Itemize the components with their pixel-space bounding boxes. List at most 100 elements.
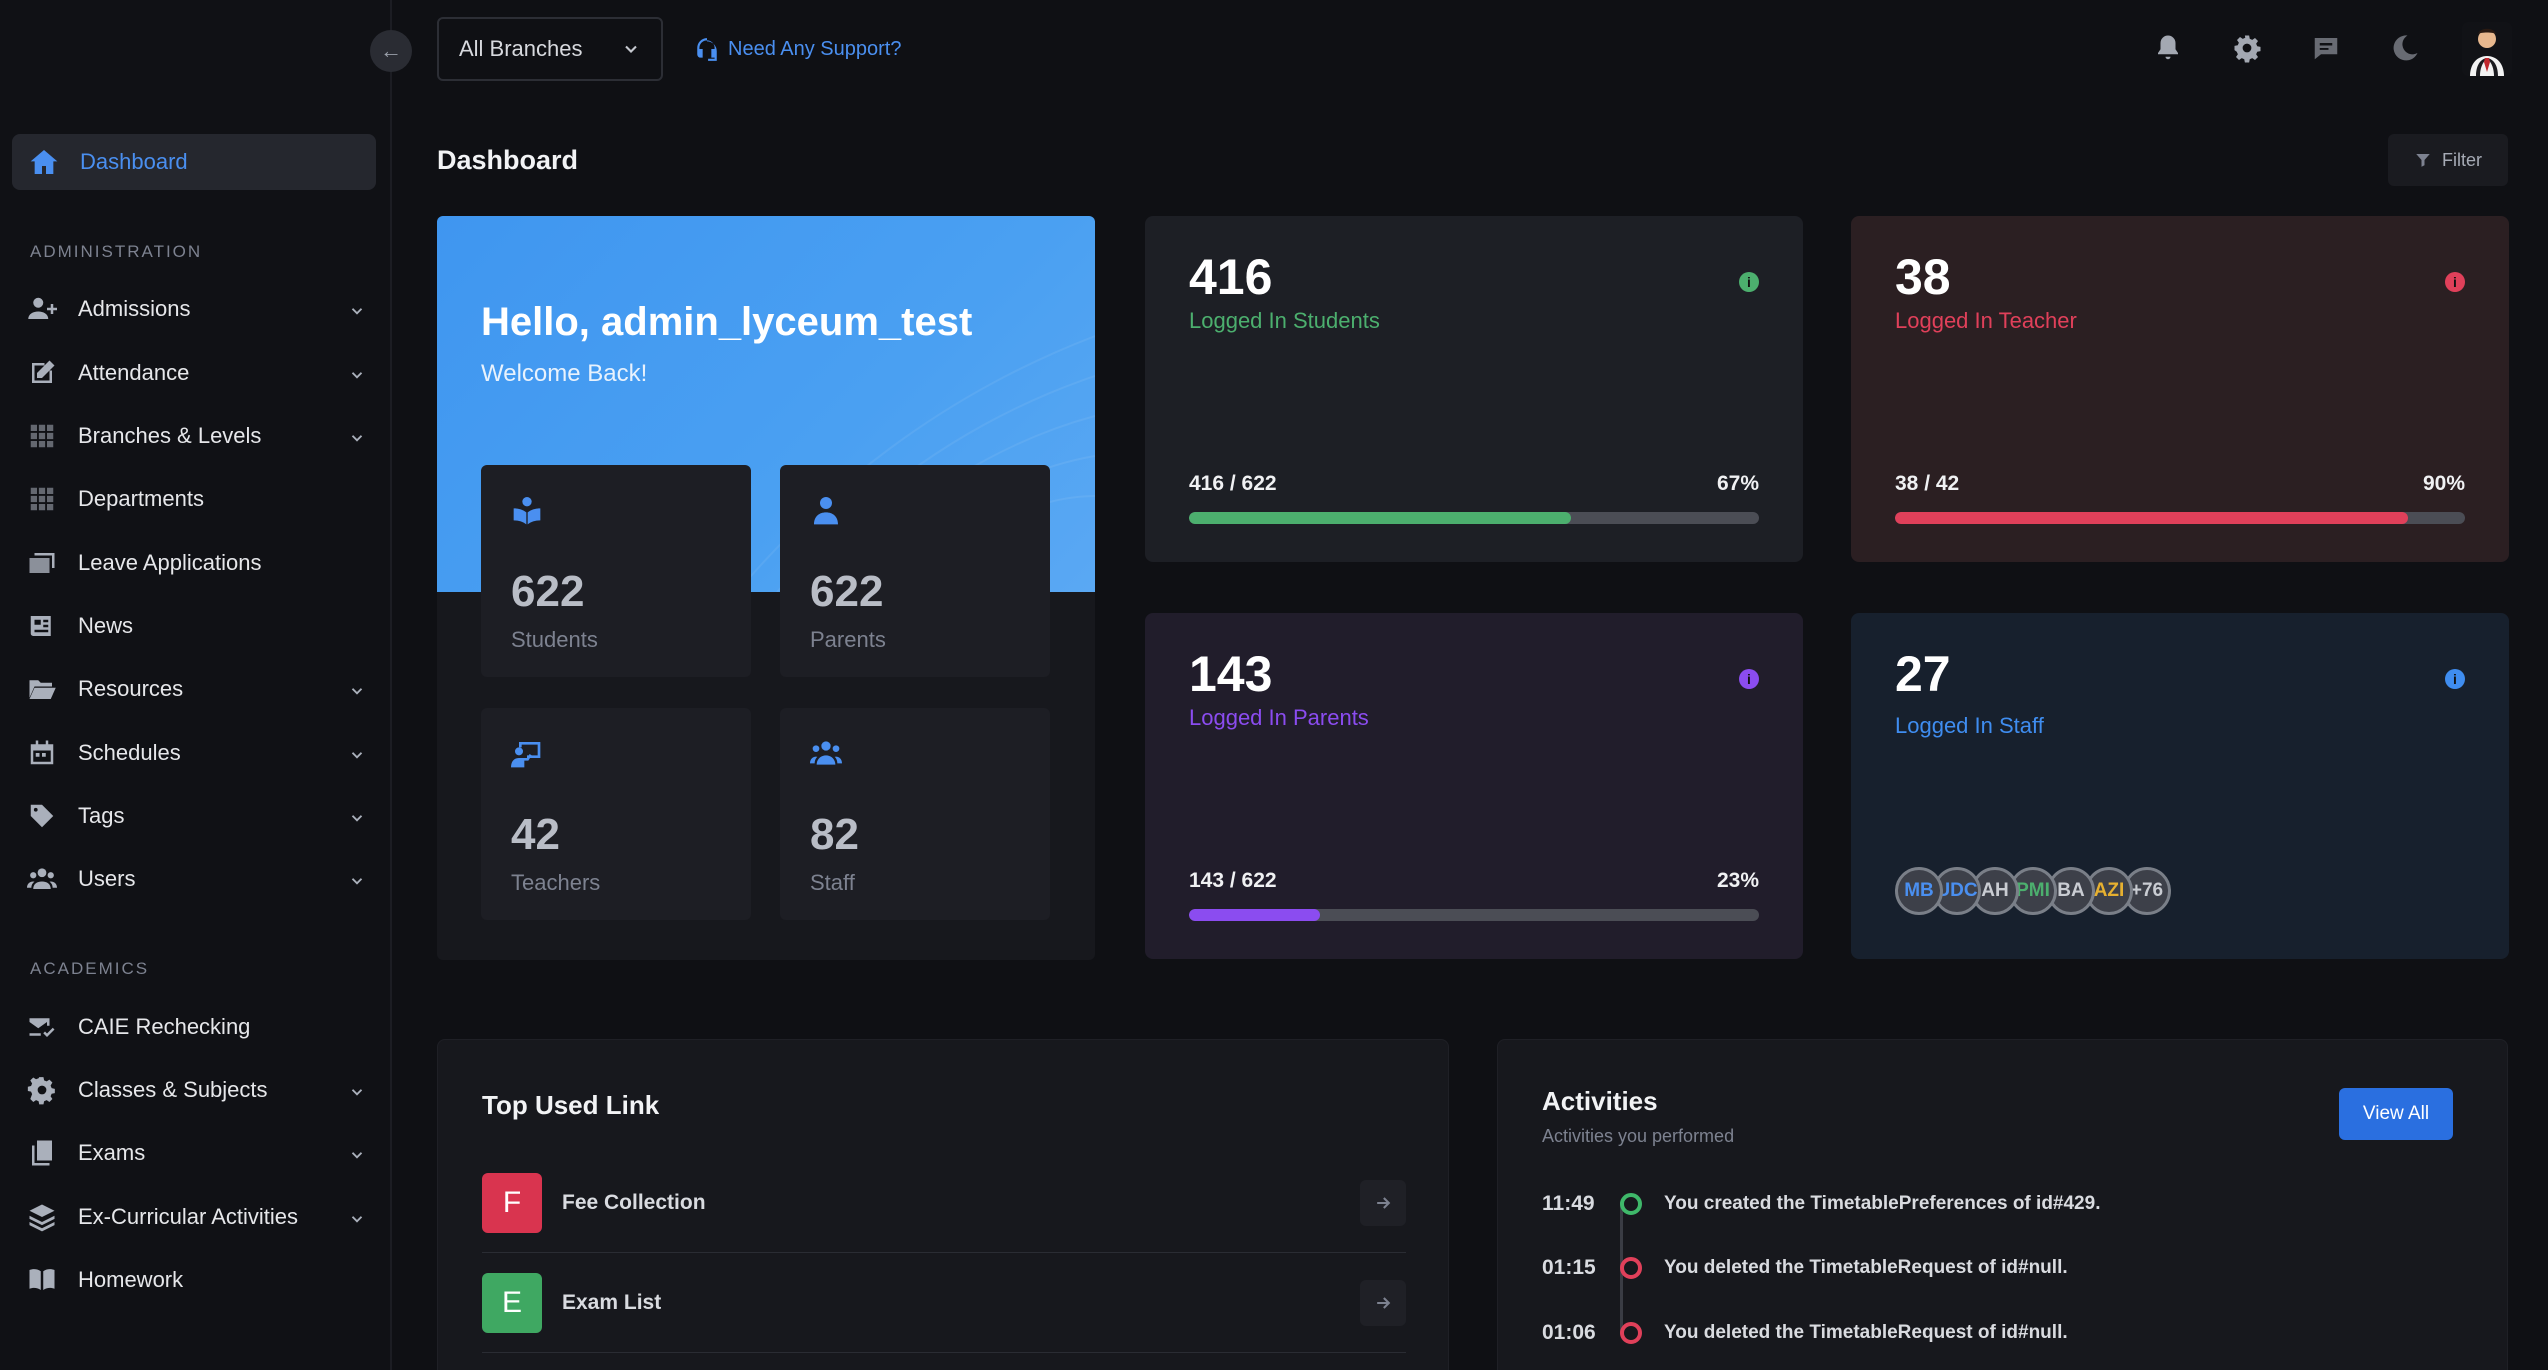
logged-in-staff-card: 27 Logged In Staff i MB UDC AH PMI BA AZI +76 [1851, 613, 2509, 959]
person-icon [810, 495, 844, 529]
filter-button[interactable]: Filter [2388, 134, 2508, 186]
progress-fill [1189, 512, 1571, 524]
link-fee-collection[interactable]: F Fee Collection [482, 1153, 1406, 1253]
user-plus-icon [26, 293, 58, 325]
students-label: Students [511, 627, 598, 652]
sidebar-item-attendance[interactable]: Attendance [26, 351, 366, 395]
logged-in-teacher-card: 38 Logged In Teacher i 38 / 42 90% [1851, 216, 2509, 562]
panel-subtitle: Activities you performed [1542, 1126, 1735, 1146]
panel-title: Top Used Link [482, 1090, 660, 1120]
staff-avatar-group[interactable]: MB UDC AH PMI BA AZI +76 [1895, 867, 2171, 917]
activity-time: 01:15 [1542, 1256, 1596, 1279]
arrow-right-icon[interactable] [1360, 1179, 1406, 1226]
letter-badge: E [482, 1272, 542, 1333]
sidebar-item-caie-rechecking[interactable]: CAIE Rechecking [26, 1005, 366, 1049]
stat-label: Logged In Staff [1895, 713, 2044, 738]
welcome-greeting: Hello, admin_lyceum_test [481, 300, 973, 344]
sidebar-item-label: Resources [78, 676, 184, 701]
sidebar-item-label: News [78, 613, 134, 638]
progress-track [1189, 512, 1759, 524]
teachers-label: Teachers [511, 870, 601, 895]
chevron-down-icon [348, 807, 366, 825]
settings-button[interactable] [2229, 30, 2265, 66]
sidebar-item-admissions[interactable]: Admissions [26, 287, 366, 331]
info-icon[interactable]: i [1739, 272, 1759, 292]
sidebar-item-label: Leave Applications [78, 550, 262, 575]
chevron-down-icon [348, 1144, 366, 1162]
sidebar-item-label: CAIE Rechecking [78, 1014, 251, 1039]
gear-icon [2234, 35, 2261, 63]
parents-count-card[interactable]: 622 Parents [780, 465, 1050, 677]
sidebar-item-label: Schedules [78, 740, 181, 765]
edit-icon [26, 357, 58, 389]
grid-icon [26, 483, 58, 515]
stat-label: Logged In Students [1189, 308, 1380, 333]
timeline-dot [1620, 1322, 1642, 1344]
chevron-down-icon [348, 364, 366, 382]
sidebar-item-homework[interactable]: Homework [26, 1258, 366, 1302]
staff-label: Staff [810, 870, 855, 895]
staff-count-card[interactable]: 82 Staff [780, 708, 1050, 920]
support-link[interactable]: Need Any Support? [694, 34, 901, 64]
section-administration: ADMINISTRATION [30, 242, 203, 261]
theme-toggle[interactable] [2387, 30, 2423, 66]
gear-icon [26, 1074, 58, 1106]
view-all-button[interactable]: View All [2339, 1088, 2453, 1140]
stat-value: 38 [1895, 249, 1951, 305]
mail-stack-icon [26, 547, 58, 579]
sidebar-item-users[interactable]: Users [26, 857, 366, 901]
arrow-right-icon[interactable] [1360, 1279, 1406, 1326]
info-icon[interactable]: i [2445, 669, 2465, 689]
sidebar-item-tags[interactable]: Tags [26, 794, 366, 838]
mail-check-icon [26, 1011, 58, 1043]
sidebar-item-label: Departments [78, 486, 204, 511]
sidebar-item-label: Branches & Levels [78, 423, 262, 448]
stat-ratio: 38 / 42 [1895, 472, 1960, 495]
chevron-down-icon [348, 1208, 366, 1226]
sidebar-item-leave-applications[interactable]: Leave Applications [26, 541, 366, 585]
stat-value: 143 [1189, 646, 1273, 702]
sidebar-item-ex-curricular[interactable]: Ex-Curricular Activities [26, 1195, 366, 1239]
grid-icon [26, 420, 58, 452]
letter-badge: F [482, 1172, 542, 1233]
bell-icon [2158, 35, 2178, 60]
branch-select[interactable]: All Branches [437, 17, 663, 81]
sidebar-item-branches-levels[interactable]: Branches & Levels [26, 414, 366, 458]
sidebar-item-classes-subjects[interactable]: Classes & Subjects [26, 1068, 366, 1112]
tag-icon [26, 800, 58, 832]
teacher-board-icon [511, 738, 545, 772]
stat-percent: 23% [1716, 869, 1759, 892]
teachers-count-card[interactable]: 42 Teachers [481, 708, 751, 920]
activities-panel: Activities Activities you performed View… [1497, 1039, 2508, 1370]
sidebar-item-label: Dashboard [80, 149, 188, 174]
parents-label: Parents [810, 627, 886, 652]
activity-time: 11:49 [1542, 1192, 1595, 1215]
layers-icon [26, 1201, 58, 1233]
sidebar-item-departments[interactable]: Departments [26, 477, 366, 521]
sidebar-item-schedules[interactable]: Schedules [26, 731, 366, 775]
students-count-card[interactable]: 622 Students [481, 465, 751, 677]
link-label: Fee Collection [562, 1190, 706, 1214]
user-avatar[interactable] [2462, 22, 2512, 76]
section-academics: ACADEMICS [30, 959, 150, 978]
link-exam-list[interactable]: E Exam List [482, 1253, 1406, 1353]
chevron-down-icon [621, 39, 641, 65]
sidebar-item-label: Users [78, 866, 136, 891]
students-value: 622 [511, 567, 585, 616]
sidebar-collapse-button[interactable]: ← [370, 30, 412, 72]
chevron-down-icon [348, 744, 366, 762]
info-icon[interactable]: i [1739, 669, 1759, 689]
staff-avatar[interactable]: MB [1895, 867, 1943, 915]
activity-item: 01:06 You deleted the TimetableRequest o… [1542, 1313, 2068, 1353]
info-icon[interactable]: i [2445, 272, 2465, 292]
copy-icon [26, 1137, 58, 1169]
sidebar-item-resources[interactable]: Resources [26, 667, 366, 711]
notification-button[interactable] [2150, 30, 2186, 66]
sidebar-item-news[interactable]: News [26, 604, 366, 648]
messages-button[interactable] [2308, 30, 2344, 66]
chevron-down-icon [348, 870, 366, 888]
sidebar-item-exams[interactable]: Exams [26, 1131, 366, 1175]
sidebar-item-label: Classes & Subjects [78, 1077, 268, 1102]
sidebar-item-dashboard[interactable]: Dashboard [12, 134, 376, 190]
activity-text: You created the TimetablePreferences of … [1664, 1193, 2101, 1214]
